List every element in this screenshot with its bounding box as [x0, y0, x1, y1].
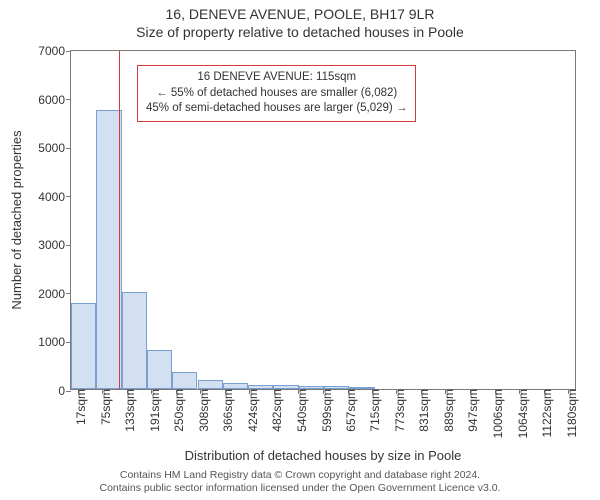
x-tick-label: 715sqm: [362, 389, 382, 432]
y-tick-label: 5000: [38, 141, 71, 155]
x-tick-label: 540sqm: [289, 389, 309, 432]
x-tick-label: 1122sqm: [534, 389, 554, 437]
x-tick-label: 773sqm: [387, 389, 407, 432]
y-tick-label: 2000: [38, 287, 71, 301]
footer-line: Contains public sector information licen…: [0, 482, 600, 496]
chart-title-sub: Size of property relative to detached ho…: [0, 24, 600, 40]
x-tick-label: 831sqm: [411, 389, 431, 432]
y-tick-label: 4000: [38, 190, 71, 204]
x-tick-label: 75sqm: [93, 389, 113, 425]
x-tick-label: 191sqm: [142, 389, 162, 432]
histogram-bar: [122, 292, 147, 389]
x-tick-label: 17sqm: [68, 389, 88, 425]
x-tick-label: 366sqm: [215, 389, 235, 432]
legend-line: ← 55% of detached houses are smaller (6,…: [146, 86, 407, 102]
x-tick-label: 889sqm: [436, 389, 456, 432]
x-tick-label: 1064sqm: [510, 389, 530, 438]
footer-attribution: Contains HM Land Registry data © Crown c…: [0, 469, 600, 496]
y-tick-label: 7000: [38, 44, 71, 58]
footer-line: Contains HM Land Registry data © Crown c…: [0, 469, 600, 483]
x-tick-label: 1006sqm: [485, 389, 505, 438]
histogram-bar: [96, 110, 121, 389]
histogram-bar: [71, 303, 96, 389]
legend-line: 45% of semi-detached houses are larger (…: [146, 101, 407, 117]
legend-line: 16 DENEVE AVENUE: 115sqm: [146, 70, 407, 86]
plot-area: 0100020003000400050006000700017sqm75sqm1…: [70, 50, 576, 390]
legend-box: 16 DENEVE AVENUE: 115sqm ← 55% of detach…: [137, 65, 416, 122]
x-axis-label: Distribution of detached houses by size …: [70, 448, 576, 463]
x-tick-label: 308sqm: [191, 389, 211, 432]
x-tick-label: 599sqm: [314, 389, 334, 432]
y-tick-label: 6000: [38, 93, 71, 107]
histogram-bar: [172, 372, 197, 389]
x-tick-label: 657sqm: [338, 389, 358, 432]
x-tick-label: 947sqm: [460, 389, 480, 432]
x-tick-label: 424sqm: [240, 389, 260, 432]
y-axis-label: Number of detached properties: [9, 130, 24, 309]
y-tick-label: 1000: [38, 335, 71, 349]
chart-container: 16, DENEVE AVENUE, POOLE, BH17 9LR Size …: [0, 0, 600, 500]
x-tick-label: 133sqm: [117, 389, 137, 432]
x-tick-label: 250sqm: [166, 389, 186, 432]
x-tick-label: 482sqm: [264, 389, 284, 432]
histogram-bar: [147, 350, 172, 389]
chart-title-main: 16, DENEVE AVENUE, POOLE, BH17 9LR: [0, 6, 600, 22]
x-tick-label: 1180sqm: [559, 389, 579, 437]
histogram-bar: [198, 380, 223, 389]
marker-line: [119, 51, 120, 389]
y-tick-label: 3000: [38, 238, 71, 252]
